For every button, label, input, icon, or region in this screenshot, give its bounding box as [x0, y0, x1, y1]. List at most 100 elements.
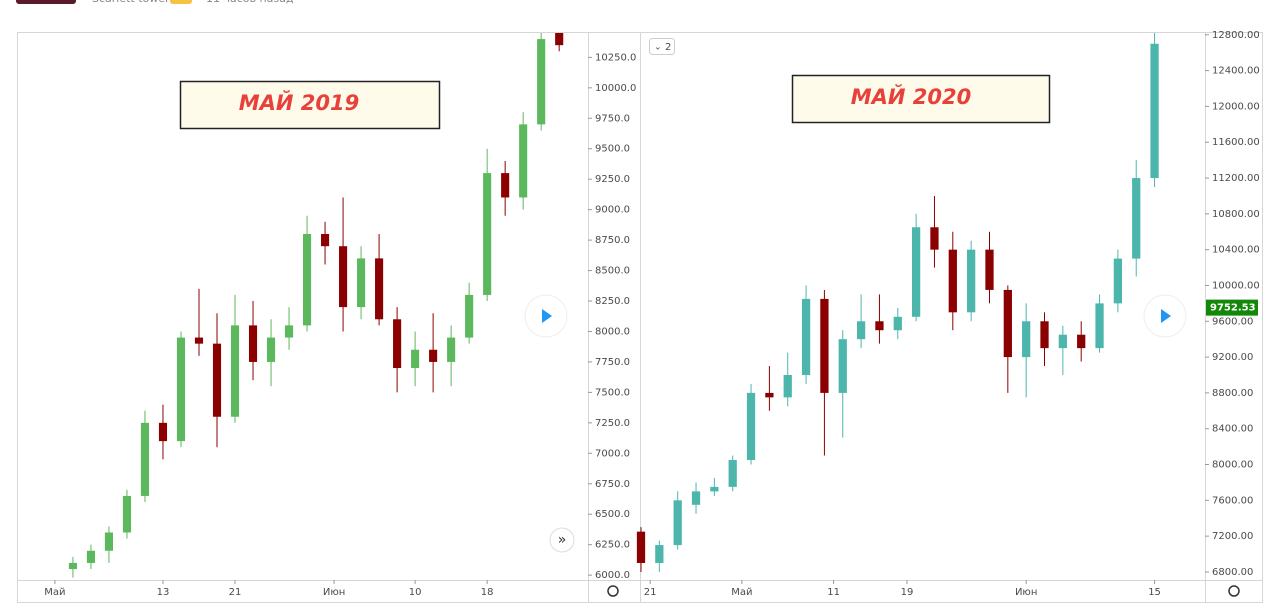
- candle-body: [875, 321, 884, 331]
- y-tick-label: 9000.0: [595, 205, 630, 216]
- y-tick-label: 10000.0: [595, 83, 636, 94]
- candle-body: [393, 319, 402, 369]
- last-price-label: 9752.53: [1210, 303, 1256, 314]
- x-tick-label: 21: [229, 587, 242, 598]
- candle-body: [248, 325, 258, 362]
- candle-body: [911, 227, 921, 317]
- y-tick-label: 8400.00: [1212, 424, 1253, 435]
- candle-body: [519, 124, 528, 198]
- play-icon: [542, 309, 552, 323]
- candle-body: [1022, 321, 1031, 358]
- candle-body: [357, 258, 366, 308]
- y-tick-label: 11600.00: [1212, 137, 1260, 148]
- x-tick-label: Июн: [323, 587, 345, 598]
- candle-body: [447, 337, 456, 362]
- x-tick-label: 11: [827, 587, 840, 598]
- candle-body: [673, 500, 682, 546]
- scroll-button[interactable]: [549, 527, 575, 553]
- candle-body: [967, 249, 976, 313]
- candle-body: [1040, 321, 1049, 349]
- candle-body: [1077, 334, 1086, 349]
- candle-body: [893, 316, 902, 331]
- candle-body: [266, 337, 276, 362]
- panel-frame: [640, 32, 1263, 603]
- settings-button[interactable]: [607, 585, 619, 597]
- y-tick-label: 10000.00: [1212, 280, 1260, 291]
- candle-body: [765, 392, 774, 398]
- candle-body: [930, 227, 939, 250]
- x-tick-label: 19: [901, 587, 914, 598]
- y-tick-label: 6250.0: [595, 540, 630, 551]
- last-price-tag: [1206, 299, 1258, 316]
- candle-body: [537, 39, 546, 125]
- post-time: 11 часов назад: [206, 0, 294, 5]
- x-tick-label: 13: [157, 587, 170, 598]
- avatar: [16, 0, 76, 4]
- candle-body: [194, 337, 204, 344]
- x-tick-label: 10: [409, 587, 422, 598]
- y-tick-label: 9200.00: [1212, 352, 1253, 363]
- y-tick-label: 7600.00: [1212, 495, 1253, 506]
- y-tick-label: 8000.0: [595, 326, 630, 337]
- y-tick-label: 7000.0: [595, 448, 630, 459]
- y-tick-label: 8500.0: [595, 266, 630, 277]
- y-tick-label: 9250.0: [595, 174, 630, 185]
- author[interactable]: Scarlett tower: [92, 0, 170, 5]
- candle-body: [140, 422, 150, 496]
- candle-body: [783, 374, 792, 398]
- annotation: МАЙ 2020: [851, 84, 971, 109]
- candle-body: [710, 486, 719, 492]
- candle-body: [728, 460, 737, 487]
- candle-body: [86, 550, 95, 563]
- y-tick-label: 6500.0: [595, 509, 630, 520]
- candle-body: [176, 337, 186, 442]
- candle-body: [303, 234, 312, 326]
- chart-panel: 6800.00 7200.00 7600.00 8000.00 8400.00 8800.…: [636, 30, 1262, 602]
- candle-body: [856, 321, 866, 340]
- candle-body: [501, 173, 510, 198]
- candle-body: [339, 246, 348, 308]
- annotation-box: [179, 80, 441, 130]
- interval-badge[interactable]: [649, 38, 675, 55]
- y-tick-label: 9600.00: [1212, 316, 1253, 327]
- candle-body: [655, 545, 664, 563]
- candle-body: [212, 343, 222, 417]
- y-tick-label: 8800.00: [1212, 388, 1253, 399]
- chevron: ⌄: [654, 43, 662, 53]
- x-tick-label: 21: [644, 587, 657, 598]
- candle-body: [68, 562, 77, 570]
- candle-body: [465, 294, 474, 338]
- y-tick-label: 6000.0: [595, 570, 630, 581]
- badge-count: 2: [665, 42, 671, 53]
- candle-body: [411, 349, 420, 369]
- candle-body: [1095, 303, 1104, 349]
- candle-body: [321, 234, 330, 247]
- candle-body: [691, 491, 701, 505]
- candle-body: [122, 495, 132, 533]
- x-tick-label: Июн: [1015, 587, 1037, 598]
- settings-button[interactable]: [1228, 585, 1240, 597]
- candle-body: [158, 422, 168, 442]
- candle-body: [429, 349, 438, 362]
- badge: [170, 0, 192, 4]
- candle-body: [483, 173, 492, 295]
- chart-panel: 6000.0 6250.0 6500.0 6750.0 7000.0 7250.0 7500…: [18, 33, 640, 602]
- y-tick-label: 8000.00: [1212, 460, 1253, 471]
- candle-body: [985, 249, 994, 290]
- y-tick-label: 10250.0: [595, 52, 636, 63]
- x-tick-label: Май: [731, 587, 752, 598]
- y-tick-label: 12400.00: [1212, 66, 1260, 77]
- y-tick-label: 11200.00: [1212, 173, 1260, 184]
- candle-body: [555, 33, 564, 46]
- candle-body: [375, 258, 384, 320]
- y-tick-label: 6800.00: [1212, 567, 1253, 578]
- y-tick-label: 8250.0: [595, 296, 630, 307]
- candle-body: [801, 298, 811, 375]
- y-tick-label: 7500.0: [595, 387, 630, 398]
- y-tick-label: 8750.0: [595, 235, 630, 246]
- y-tick-label: 12800.00: [1212, 30, 1260, 41]
- candle-body: [820, 298, 829, 393]
- candle-body: [1003, 289, 1012, 358]
- candle-body: [838, 339, 847, 393]
